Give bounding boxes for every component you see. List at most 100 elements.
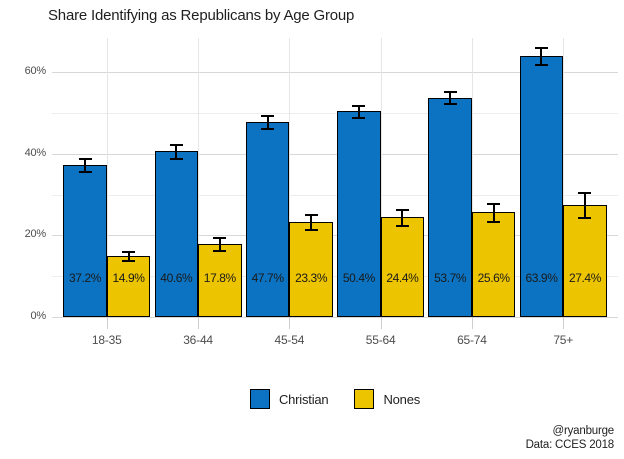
error-bar-cap [304,213,318,216]
bar-nones-18-35 [106,256,151,317]
bar-value-label: 14.9% [112,271,145,285]
error-bar-cap [78,158,92,161]
legend-item-nones: Nones [354,389,420,409]
bar-christian-75+ [519,56,564,317]
minor-gridline [52,112,618,114]
error-bar-cap [261,128,275,131]
vertical-gridline [106,38,108,317]
error-bar-cap [169,157,183,160]
x-axis-tick-label: 36-44 [183,333,213,347]
x-axis-tick-label: 75+ [553,333,574,347]
vertical-gridline [198,38,200,317]
error-bar-cap [578,217,592,220]
x-axis-tick [471,317,473,329]
bar-christian-45-54 [245,122,290,317]
error-bar-cap [122,260,136,263]
bar-value-label: 63.9% [525,271,558,285]
vertical-gridline [563,38,565,317]
error-bar [266,116,269,129]
x-axis-tick-label: 55-64 [365,333,396,347]
legend-label-nones: Nones [383,391,421,407]
bar-christian-18-35 [63,165,107,317]
bar-nones-75+ [563,205,607,317]
legend-swatch-christian [249,389,270,409]
error-bar-cap [443,91,457,93]
bar-value-label: 27.4% [568,271,601,285]
error-bar-cap [534,47,548,50]
major-gridline [52,72,618,73]
bar-value-label: 37.2% [69,271,102,285]
vertical-gridline [380,38,382,317]
attribution: @ryanburge Data: CCES 2018 [525,424,615,452]
legend: Christian Nones [52,389,618,409]
major-gridline [52,235,618,237]
error-bar-cap [578,191,592,194]
error-bar-cap [443,103,457,106]
bar-nones-65-74 [471,212,516,317]
error-bar [583,192,586,218]
error-bar-cap [487,220,501,223]
error-bar-cap [213,237,227,240]
error-bar-cap [395,209,409,212]
bar-christian-65-74 [428,97,472,317]
bar-value-label: 25.6% [477,271,510,285]
x-axis-tick [563,317,565,329]
error-bar-cap [122,251,136,254]
error-bar [175,144,178,158]
x-axis-tick [380,317,382,329]
vertical-gridline [289,38,291,317]
major-gridline [52,317,618,318]
y-axis-tick-label: 60% [24,65,47,77]
attribution-source: Data: CCES 2018 [525,439,615,451]
bar-value-label: 47.7% [251,271,284,285]
x-axis-tick-label: 65-74 [457,333,487,347]
error-bar-cap [78,170,92,173]
error-bar [449,92,452,104]
y-axis-tick-label: 0% [30,310,47,322]
legend-label-christian: Christian [278,391,329,407]
bar-value-label: 17.8% [203,271,236,285]
error-bar [401,210,404,225]
bar-christian-55-64 [337,111,381,317]
minor-gridline [52,276,618,278]
error-bar [84,159,87,171]
error-bar [540,48,543,64]
x-axis-tick-label: 45-54 [274,333,305,347]
bar-nones-55-64 [380,217,425,317]
error-bar-cap [261,115,275,118]
error-bar [127,252,130,261]
x-axis-tick [289,317,291,329]
error-bar [357,105,360,117]
x-axis-tick [106,317,108,329]
error-bar-cap [304,229,318,232]
major-gridline [52,153,618,155]
error-bar-cap [352,104,366,107]
error-bar [310,214,313,230]
bar-value-label: 23.3% [295,271,328,285]
y-axis-tick-label: 20% [24,228,47,241]
error-bar-cap [487,203,501,206]
bar-value-label: 40.6% [160,271,193,285]
bar-christian-36-44 [154,151,199,317]
bar-value-label: 53.7% [434,271,467,285]
legend-item-christian: Christian [249,389,329,409]
x-axis-tick [198,317,200,329]
error-bar-cap [352,116,366,119]
error-bar-cap [213,250,227,253]
error-bar-cap [169,143,183,146]
x-axis-tick-label: 18-35 [91,333,122,347]
error-bar-cap [534,63,548,66]
attribution-handle: @ryanburge [552,425,615,437]
chart-title: Share Identifying as Republicans by Age … [48,7,355,24]
error-bar-cap [395,224,409,227]
bar-nones-45-54 [289,221,333,317]
error-bar [492,204,495,221]
bar-value-label: 50.4% [342,271,375,285]
legend-swatch-nones [354,389,375,409]
vertical-gridline [471,38,473,317]
minor-gridline [52,194,618,196]
y-axis-tick-label: 40% [24,146,47,159]
error-bar [218,238,221,251]
